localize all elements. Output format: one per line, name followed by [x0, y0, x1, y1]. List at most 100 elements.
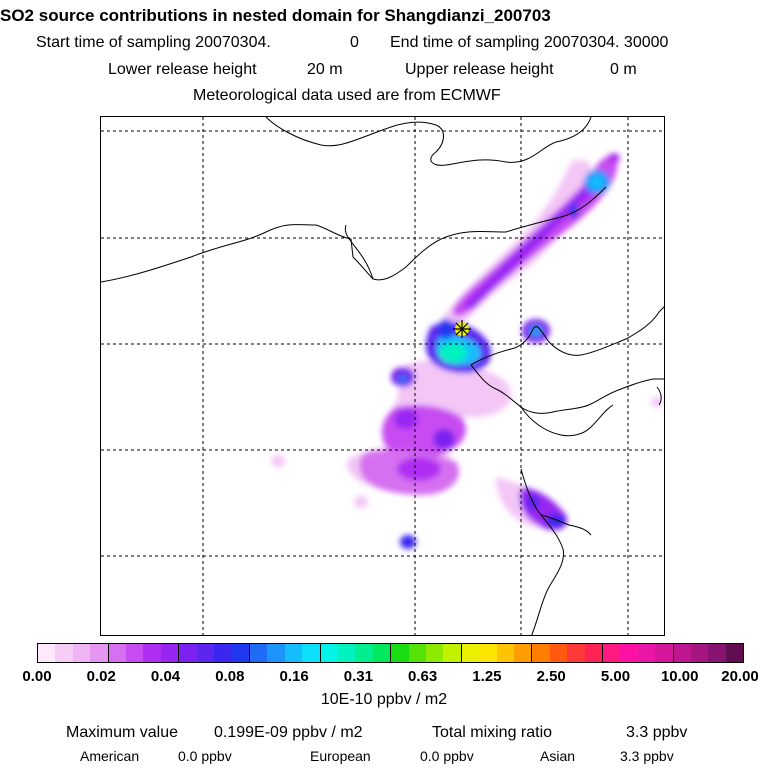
colorbar-swatch	[72, 644, 91, 662]
colorbar-swatch	[725, 644, 744, 662]
colorbar-swatch	[584, 644, 603, 662]
colorbar-swatch	[637, 644, 656, 662]
field-coastal-inner	[546, 514, 566, 528]
chart-title: SO2 source contributions in nested domai…	[0, 6, 551, 25]
colorbar-swatch	[126, 644, 144, 662]
colorbar-tick-label: 5.00	[600, 668, 631, 685]
colorbar-tick-label: 10.00	[660, 668, 699, 685]
colorbar-tick-label: 0.16	[279, 668, 309, 685]
lower-release-value: 20 m	[307, 61, 343, 78]
colorbar-tick-label: 0.31	[343, 668, 373, 685]
colorbar-swatch	[267, 644, 285, 662]
field-patch-south	[400, 535, 416, 549]
coast-bohai-west	[372, 230, 507, 281]
colorbar-swatch	[532, 644, 550, 662]
colorbar-swatch	[160, 644, 180, 662]
coast-east-china	[520, 468, 565, 635]
lower-release-label: Lower release height	[108, 61, 257, 78]
coast-northern-border	[101, 224, 374, 283]
concentration-field	[271, 153, 663, 549]
coast-shandong	[520, 404, 614, 437]
field-south-band-core	[397, 457, 441, 481]
coastlines	[101, 117, 664, 635]
graticule	[101, 117, 664, 635]
max-value-label: Maximum value	[66, 724, 179, 741]
coast-bohai-bay	[470, 364, 664, 414]
colorbar-swatch	[284, 644, 303, 662]
upper-release-value: 0 m	[610, 61, 637, 78]
upper-release-label: Upper release height	[405, 61, 554, 78]
field-receptor-nw	[438, 319, 454, 339]
colorbar-swatch	[372, 644, 392, 662]
colorbar-swatch	[655, 644, 674, 662]
met-data-line: Meteorological data used are from ECMWF	[193, 87, 501, 104]
colorbar-swatch	[708, 644, 726, 662]
coast-bohai-north	[505, 186, 607, 233]
source-asian-value: 3.3 ppbv	[620, 748, 674, 764]
field-receptor-core	[439, 343, 467, 363]
colorbar-swatch	[673, 644, 692, 662]
map-canvas	[101, 117, 664, 635]
coast-north-top	[265, 117, 592, 166]
colorbar-swatch	[38, 644, 56, 662]
max-value: 0.199E-09 ppbv / m2	[214, 724, 363, 741]
colorbar-swatch	[408, 644, 426, 662]
colorbar-tick-label: 0.04	[150, 668, 181, 685]
source-american-value: 0.0 ppbv	[178, 748, 232, 764]
field-ne-cyan	[590, 175, 604, 189]
source-asian-label: Asian	[540, 748, 576, 764]
colorbar-swatch	[549, 644, 568, 662]
colorbar-unit: 10E-10 ppbv / m2	[320, 691, 448, 708]
colorbar-swatch	[231, 644, 250, 662]
total-mixing-label: Total mixing ratio	[432, 724, 553, 741]
field-patch-edge-2	[354, 496, 368, 508]
total-mixing-value: 3.3 ppbv	[626, 724, 688, 741]
field-patch-west	[271, 455, 285, 467]
colorbar-swatch	[90, 644, 109, 662]
start-time-hour: 0	[350, 34, 359, 51]
colorbar-ticks: 0.00 0.02 0.04 0.08 0.16 0.31 0.63 1.25 2.50 5.00…	[0, 668, 768, 688]
source-european-label: European	[310, 748, 371, 764]
colorbar-swatch	[620, 644, 638, 662]
end-time-label: End time of sampling 20070304. 30000	[390, 34, 669, 51]
field-receptor-west-core	[398, 374, 408, 384]
colorbar-swatch	[603, 644, 621, 662]
colorbar-swatch	[108, 644, 127, 662]
colorbar-swatch	[302, 644, 321, 662]
colorbar-swatch	[391, 644, 409, 662]
colorbar-swatch	[355, 644, 373, 662]
field-ne-dark	[570, 203, 578, 219]
coast-liaodong	[470, 306, 664, 366]
coast-south-river	[540, 514, 592, 536]
colorbar-tick-label: 0.08	[215, 668, 245, 685]
colorbar-swatch	[320, 644, 338, 662]
map-panel	[100, 116, 665, 636]
colorbar-swatch	[196, 644, 215, 662]
field-streak-inner	[464, 172, 603, 309]
colorbar-swatch	[143, 644, 161, 662]
colorbar-swatch	[55, 644, 73, 662]
colorbar-swatch	[337, 644, 356, 662]
colorbar-swatch	[479, 644, 497, 662]
colorbar-tick-label: 0.63	[408, 668, 438, 685]
receptor-marker	[453, 320, 471, 338]
colorbar-tick-label: 20.00	[721, 668, 759, 685]
colorbar-swatch	[425, 644, 444, 662]
coast-small-island	[656, 386, 662, 406]
colorbar-swatch	[461, 644, 480, 662]
colorbar-swatch	[179, 644, 197, 662]
field-plain-dark-2	[433, 429, 455, 449]
source-american-label: American	[80, 748, 140, 764]
coast-inner-boundary	[344, 224, 374, 280]
start-time-label: Start time of sampling 20070304.	[36, 34, 271, 51]
colorbar-tick-label: 1.25	[472, 668, 502, 685]
colorbar-swatch	[214, 644, 232, 662]
colorbar-tick-label: 0.02	[86, 668, 116, 685]
colorbar-swatch	[513, 644, 533, 662]
colorbar-tick-label: 2.50	[536, 668, 566, 685]
field-ne-top	[608, 153, 620, 163]
field-east-knot-inner	[529, 325, 543, 337]
colorbar-swatch	[443, 644, 462, 662]
colorbar-swatch	[691, 644, 709, 662]
field-plain-dark-1	[394, 409, 418, 429]
